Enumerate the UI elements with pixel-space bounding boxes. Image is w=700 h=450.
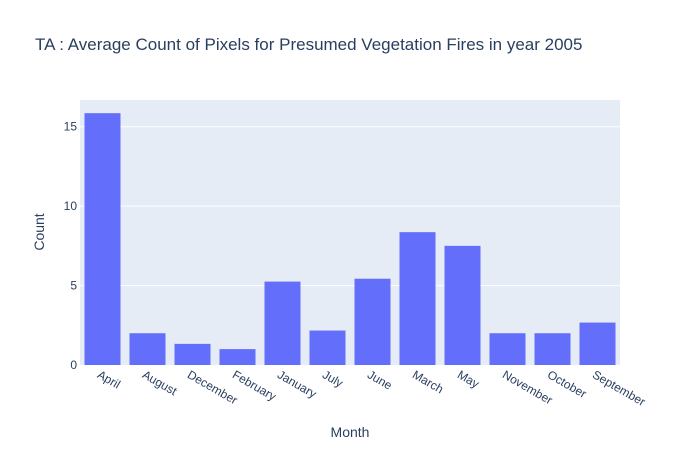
x-tick-label: July xyxy=(320,367,345,390)
bar-april xyxy=(84,113,121,365)
bar-october xyxy=(534,333,571,365)
x-tick-label: April xyxy=(95,367,123,391)
y-tick-label: 15 xyxy=(64,120,78,134)
x-tick-label: December xyxy=(185,367,240,407)
x-tick-label: May xyxy=(455,367,482,390)
x-tick-label: January xyxy=(275,367,319,400)
x-axis-title: Month xyxy=(331,424,370,440)
bar-march xyxy=(399,232,436,365)
bar-december xyxy=(174,343,211,365)
x-tick-label: March xyxy=(410,367,446,396)
gridlines xyxy=(80,126,620,287)
x-tick-label: June xyxy=(365,367,395,392)
bar-february xyxy=(219,349,256,365)
y-tick-label: 5 xyxy=(70,279,77,293)
x-tick-label: November xyxy=(500,367,555,407)
x-tick-label: August xyxy=(140,367,180,398)
x-tick-label: September xyxy=(590,367,648,408)
y-tick-label: 10 xyxy=(64,199,78,213)
bar-july xyxy=(309,330,346,365)
y-axis-title: Count xyxy=(31,213,47,250)
bar-june xyxy=(354,278,391,365)
bar-may xyxy=(444,245,481,365)
bar-january xyxy=(264,281,301,365)
plot-background xyxy=(80,100,620,365)
bar-september xyxy=(579,322,616,365)
bar-august xyxy=(129,333,166,365)
bars xyxy=(84,113,616,365)
bar-november xyxy=(489,333,526,365)
y-axis-ticks: 0 5 10 15 xyxy=(64,120,78,372)
chart-title: TA : Average Count of Pixels for Presume… xyxy=(35,35,582,54)
y-tick-label: 0 xyxy=(70,358,77,372)
